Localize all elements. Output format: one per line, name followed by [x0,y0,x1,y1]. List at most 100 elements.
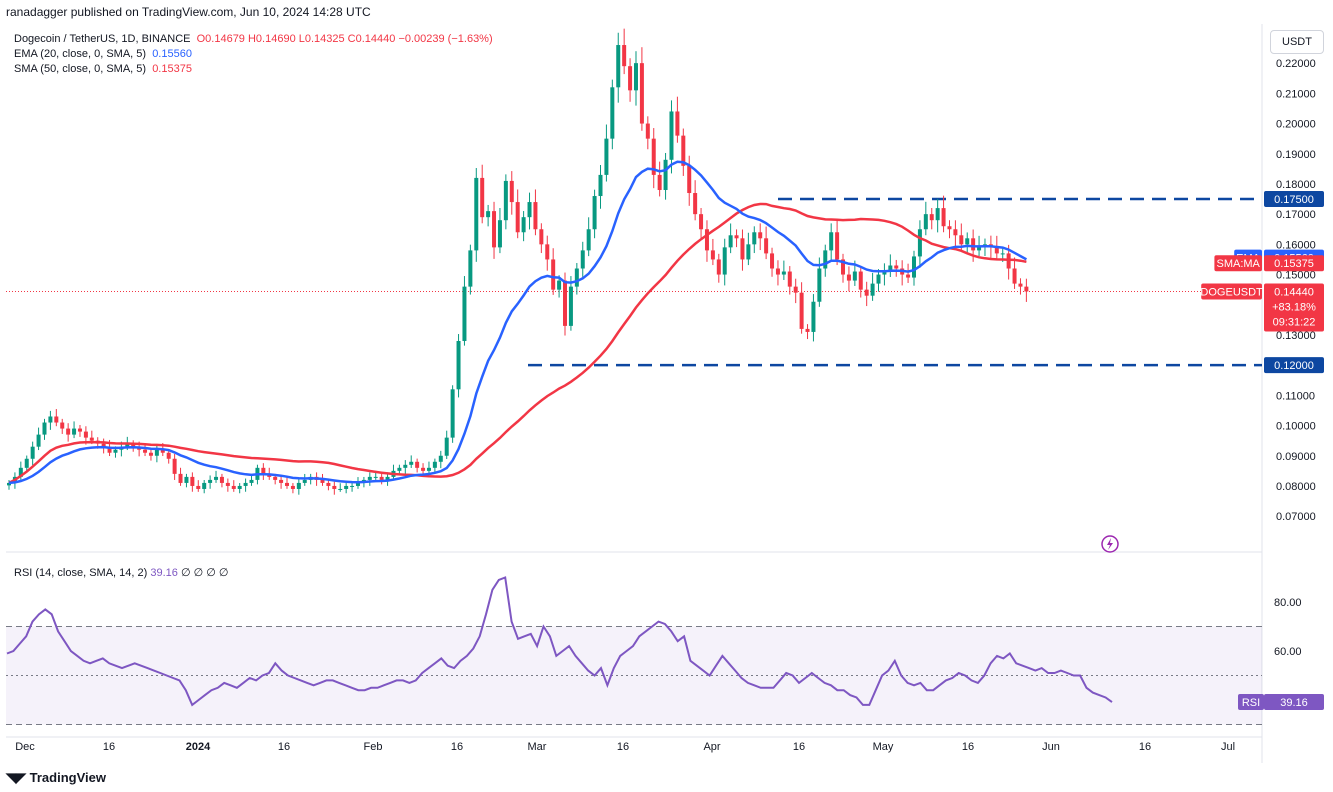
candle-body [722,247,727,275]
candle-body [1024,286,1029,292]
candle-body [675,111,680,136]
candle-body [1006,253,1011,269]
price-tick-label: 0.07000 [1276,511,1316,523]
price-tick-label: 0.13000 [1276,330,1316,342]
candle-body [450,389,455,438]
candle-body [54,416,59,423]
candle-body [379,476,384,480]
candle-body [474,177,479,251]
candle-body [864,289,869,296]
candle-body [66,428,71,435]
candle-body [841,259,846,275]
sma-label[interactable]: SMA (50, close, 0, SMA, 5) [14,63,147,75]
candle-body [645,123,650,139]
candle-body [681,135,686,166]
candle-body [326,482,331,486]
candle-body [663,159,668,190]
candle-body [403,464,408,468]
candle-body [764,238,769,254]
price-tick-label: 0.17000 [1276,209,1316,221]
candle-body [143,449,148,453]
candle-body [835,232,840,260]
time-tick-label: 16 [793,741,805,753]
candle-body [214,476,219,480]
rsi-tick-label: 60.00 [1274,646,1302,658]
candle-body [817,268,822,302]
candle-body [154,449,159,456]
candle-body [83,431,88,438]
symbol-row: Dogecoin / TetherUS, 1D, BINANCE O0.1467… [14,32,493,47]
candle-body [811,301,816,332]
ohlc-values: O0.14679 H0.14690 L0.14325 C0.14440 −0.0… [196,33,493,45]
candle-body [1000,253,1005,255]
candle-body [586,229,591,251]
candle-body [876,274,881,284]
price-tag-name [1214,255,1262,272]
candle-body [515,202,520,233]
candle-body [338,488,343,490]
candle-body [557,280,562,290]
price-tick-label: 0.19000 [1276,149,1316,161]
price-tag-name [1201,283,1262,300]
candle-body [657,174,662,190]
candle-body [953,229,958,236]
ema-label[interactable]: EMA (20, close, 0, SMA, 5) [14,48,147,60]
candle-body [480,177,485,218]
symbol-title[interactable]: Dogecoin / TetherUS, 1D, BINANCE [14,33,191,45]
lightning-icon[interactable] [1101,535,1119,553]
candle-body [468,250,473,287]
time-tick-label: May [873,741,894,753]
candle-body [888,265,893,272]
time-tick-label: Jun [1042,741,1060,753]
candle-body [503,180,508,221]
candle-body [113,449,118,453]
price-tag-change-text: +83.18% [1272,301,1316,313]
price-tag-value-text: 0.14440 [1274,286,1314,298]
time-tick-label: Apr [703,741,720,753]
candle-body [243,482,248,486]
candle-body [208,479,213,483]
publisher-line: ranadagger published on TradingView.com,… [6,5,371,19]
candle-body [444,437,449,456]
time-tick-label: 2024 [186,741,211,753]
candle-body [273,476,278,480]
candle-body [373,476,378,478]
rsi-extra: ∅ ∅ ∅ ∅ [180,567,229,579]
candle-body [947,226,952,230]
candle-body [965,238,970,245]
candle-body [456,340,461,390]
candle-body [533,202,538,230]
rsi-tag-value-text: 39.16 [1280,697,1308,709]
candle-body [438,455,443,462]
time-tick-label: 16 [617,741,629,753]
currency-button[interactable]: USDT [1270,30,1324,54]
candle-body [616,45,621,88]
candle-body [580,250,585,269]
candle-body [344,485,349,489]
candle-body [906,274,911,278]
candle-body [178,473,183,483]
tradingview-logo[interactable]: ◥◤ TradingView [6,770,106,786]
price-tag-value-text: 0.15375 [1274,258,1314,270]
price-tick-label: 0.20000 [1276,119,1316,131]
price-tag-value [1264,255,1324,272]
candle-body [172,458,177,474]
sma-line [8,202,1027,485]
ema-value: 0.15560 [152,48,192,60]
candle-body [894,265,899,269]
candle-body [332,485,337,489]
candle-body [30,446,35,459]
rsi-label[interactable]: RSI (14, close, SMA, 14, 2) [14,567,148,579]
candle-body [296,482,301,489]
candle-body [497,220,502,248]
candle-body [633,63,638,91]
candle-body [225,482,230,486]
candle-body [746,244,751,260]
candle-body [7,482,11,486]
ema-line [8,160,1028,485]
candle-body [971,238,976,251]
candle-body [622,45,627,67]
candle-body [184,476,189,483]
candle-body [852,271,857,281]
